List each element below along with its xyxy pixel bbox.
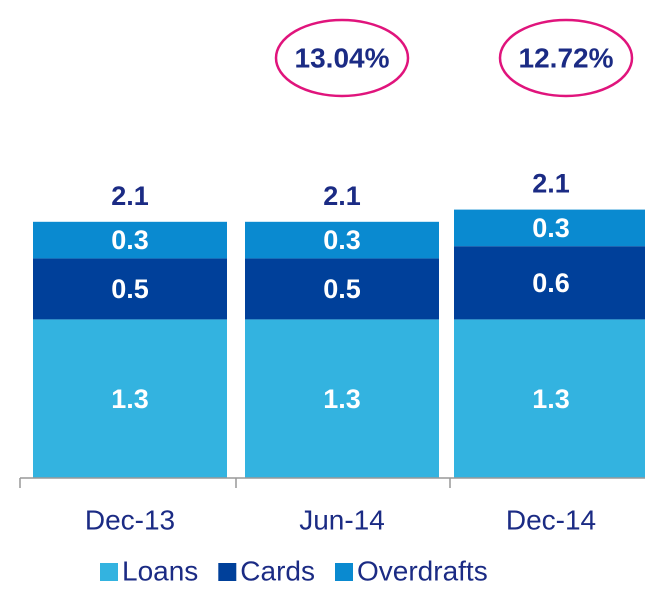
total-label: 2.1 (111, 181, 149, 211)
segment-label: 0.6 (532, 268, 570, 298)
bar-segment (454, 319, 645, 478)
total-label: 2.1 (532, 169, 570, 199)
bar-segment (454, 209, 645, 247)
bar-segment (245, 319, 439, 478)
legend-label: Overdrafts (357, 555, 488, 586)
segment-label: 0.5 (323, 274, 361, 304)
segment-label: 0.3 (532, 213, 570, 243)
bar-segment (245, 221, 439, 259)
legend-swatch (100, 563, 118, 581)
annotation: 12.72% (519, 42, 614, 73)
x-tick-label: Dec-14 (506, 504, 596, 535)
x-tick-label: Jun-14 (299, 504, 385, 535)
annotation: 13.04% (295, 42, 390, 73)
segment-label: 0.5 (111, 274, 149, 304)
bar-segment (454, 246, 645, 320)
x-tick-label: Dec-13 (85, 504, 175, 535)
segment-label: 0.3 (111, 225, 149, 255)
total-label: 2.1 (323, 181, 361, 211)
legend-label: Cards (240, 555, 315, 586)
annotation-ellipse (498, 18, 634, 98)
segment-label: 1.3 (111, 384, 149, 414)
legend-swatch (335, 563, 353, 581)
segment-label: 1.3 (532, 384, 570, 414)
segment-label: 0.3 (323, 225, 361, 255)
segment-label: 1.3 (323, 384, 361, 414)
legend-swatch (218, 563, 237, 581)
bar-segment (245, 258, 439, 320)
annotation-ellipse (274, 18, 410, 98)
bar-segment (33, 319, 227, 478)
bar-segment (33, 221, 227, 259)
legend-label: Loans (122, 555, 198, 586)
bar-segment (33, 258, 227, 320)
